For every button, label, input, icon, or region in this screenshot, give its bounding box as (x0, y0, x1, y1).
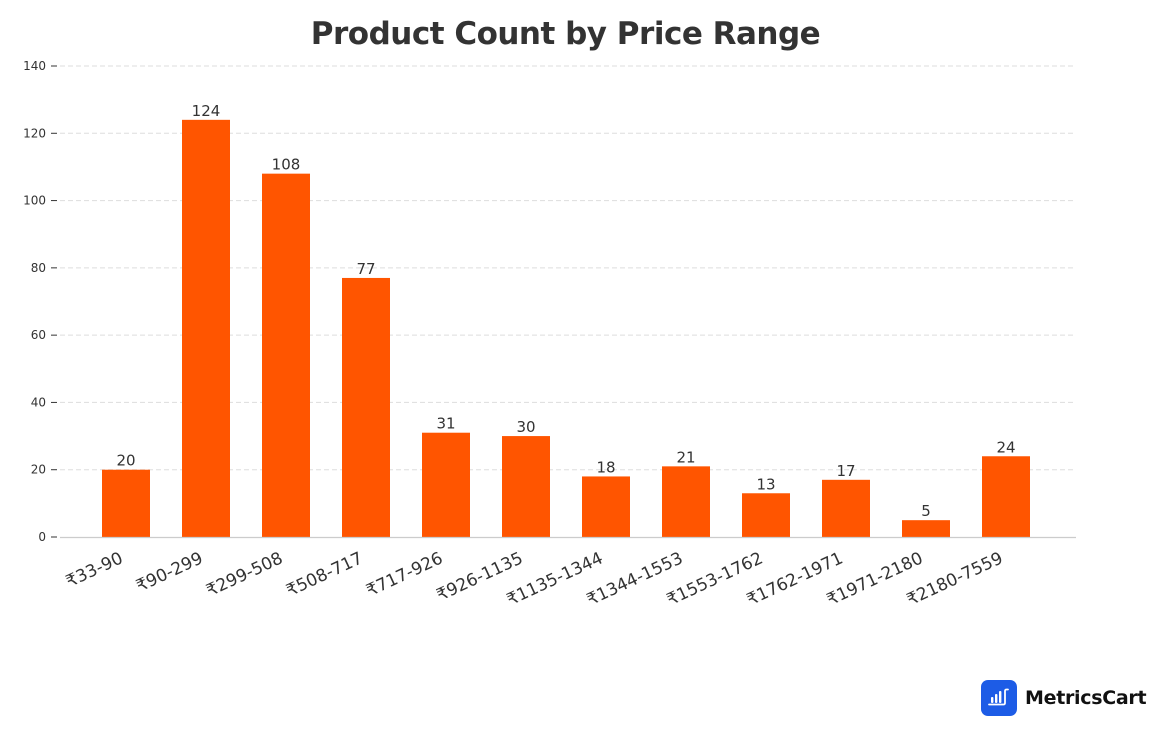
y-tick-label: 40 (31, 395, 46, 409)
y-tick-label: 140 (23, 59, 46, 73)
bar-value-label: 17 (836, 462, 855, 480)
y-tick-label: 60 (31, 328, 46, 342)
bar-value-label: 31 (436, 415, 455, 433)
bar-value-label: 77 (356, 260, 375, 278)
bar (582, 476, 630, 537)
bar-value-label: 108 (272, 156, 301, 174)
y-tick-label: 0 (38, 530, 46, 544)
bar (342, 277, 390, 537)
bar (662, 466, 710, 537)
x-tick-label: ₹508-717 (283, 548, 366, 601)
bar (502, 436, 550, 537)
bar-value-label: 20 (116, 452, 135, 470)
y-tick-label: 20 (31, 463, 46, 477)
x-axis: ₹33-90 ₹90-299₹299-508₹508-717₹717-926₹92… (60, 536, 1076, 610)
bar (742, 493, 790, 537)
bar-value-label: 124 (192, 102, 221, 120)
brand-name: MetricsCart (1025, 687, 1147, 709)
bars (102, 119, 1030, 537)
brand-watermark: MetricsCart (981, 680, 1147, 716)
bar (982, 456, 1030, 537)
bar-value-label: 30 (516, 418, 535, 436)
data-labels: 20 124 108 77 31 30 18 21 13 17 5 24 (116, 102, 1015, 520)
bar (422, 432, 470, 537)
bar-value-label: 13 (756, 475, 775, 493)
bar (902, 520, 950, 537)
bar-value-label: 24 (996, 438, 1015, 456)
bar (262, 173, 310, 537)
bar-chart-cart-icon (981, 680, 1017, 716)
x-tick-label: ₹90-299 (133, 548, 206, 596)
bar (822, 479, 870, 537)
y-tick-label: 100 (23, 194, 46, 208)
y-tick-label: 80 (31, 261, 46, 275)
bar-value-label: 21 (676, 448, 695, 466)
x-tick-label: ₹299-508 (203, 548, 286, 601)
x-tick-label: ₹33-90 (63, 548, 126, 592)
bar (102, 469, 150, 537)
bar-value-label: 5 (921, 502, 931, 520)
x-tick-label: ₹717-926 (363, 548, 446, 601)
bar-value-label: 18 (596, 458, 615, 476)
y-axis: 0 20 40 60 80 100 120 140 (23, 59, 57, 544)
y-tick-label: 120 (23, 126, 46, 140)
bar (182, 119, 230, 537)
chart-title: Product Count by Price Range (310, 16, 821, 52)
